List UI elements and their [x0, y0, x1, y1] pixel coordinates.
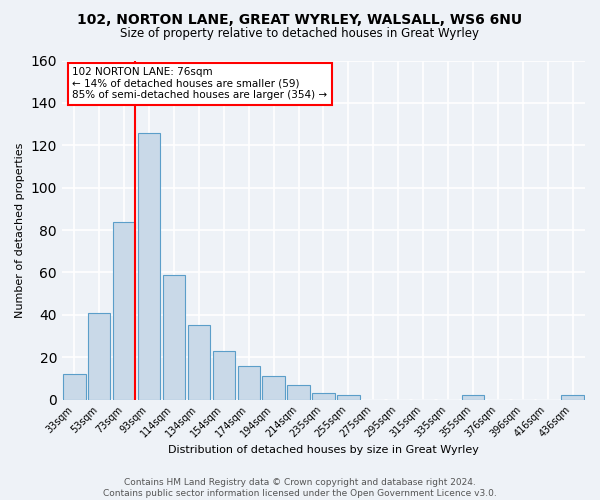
Text: 102, NORTON LANE, GREAT WYRLEY, WALSALL, WS6 6NU: 102, NORTON LANE, GREAT WYRLEY, WALSALL,… [77, 12, 523, 26]
Y-axis label: Number of detached properties: Number of detached properties [15, 142, 25, 318]
Bar [287, 384, 310, 400]
Bar [238, 366, 260, 400]
Bar [562, 396, 584, 400]
Bar [212, 351, 235, 400]
Bar [63, 374, 86, 400]
Bar [138, 132, 160, 400]
Bar [188, 326, 210, 400]
Text: 102 NORTON LANE: 76sqm
← 14% of detached houses are smaller (59)
85% of semi-det: 102 NORTON LANE: 76sqm ← 14% of detached… [73, 68, 328, 100]
Text: Contains HM Land Registry data © Crown copyright and database right 2024.
Contai: Contains HM Land Registry data © Crown c… [103, 478, 497, 498]
Bar [462, 396, 484, 400]
Bar [337, 396, 359, 400]
X-axis label: Distribution of detached houses by size in Great Wyrley: Distribution of detached houses by size … [168, 445, 479, 455]
Bar [262, 376, 285, 400]
Bar [312, 393, 335, 400]
Text: Size of property relative to detached houses in Great Wyrley: Size of property relative to detached ho… [121, 28, 479, 40]
Bar [113, 222, 136, 400]
Bar [163, 274, 185, 400]
Bar [88, 312, 110, 400]
